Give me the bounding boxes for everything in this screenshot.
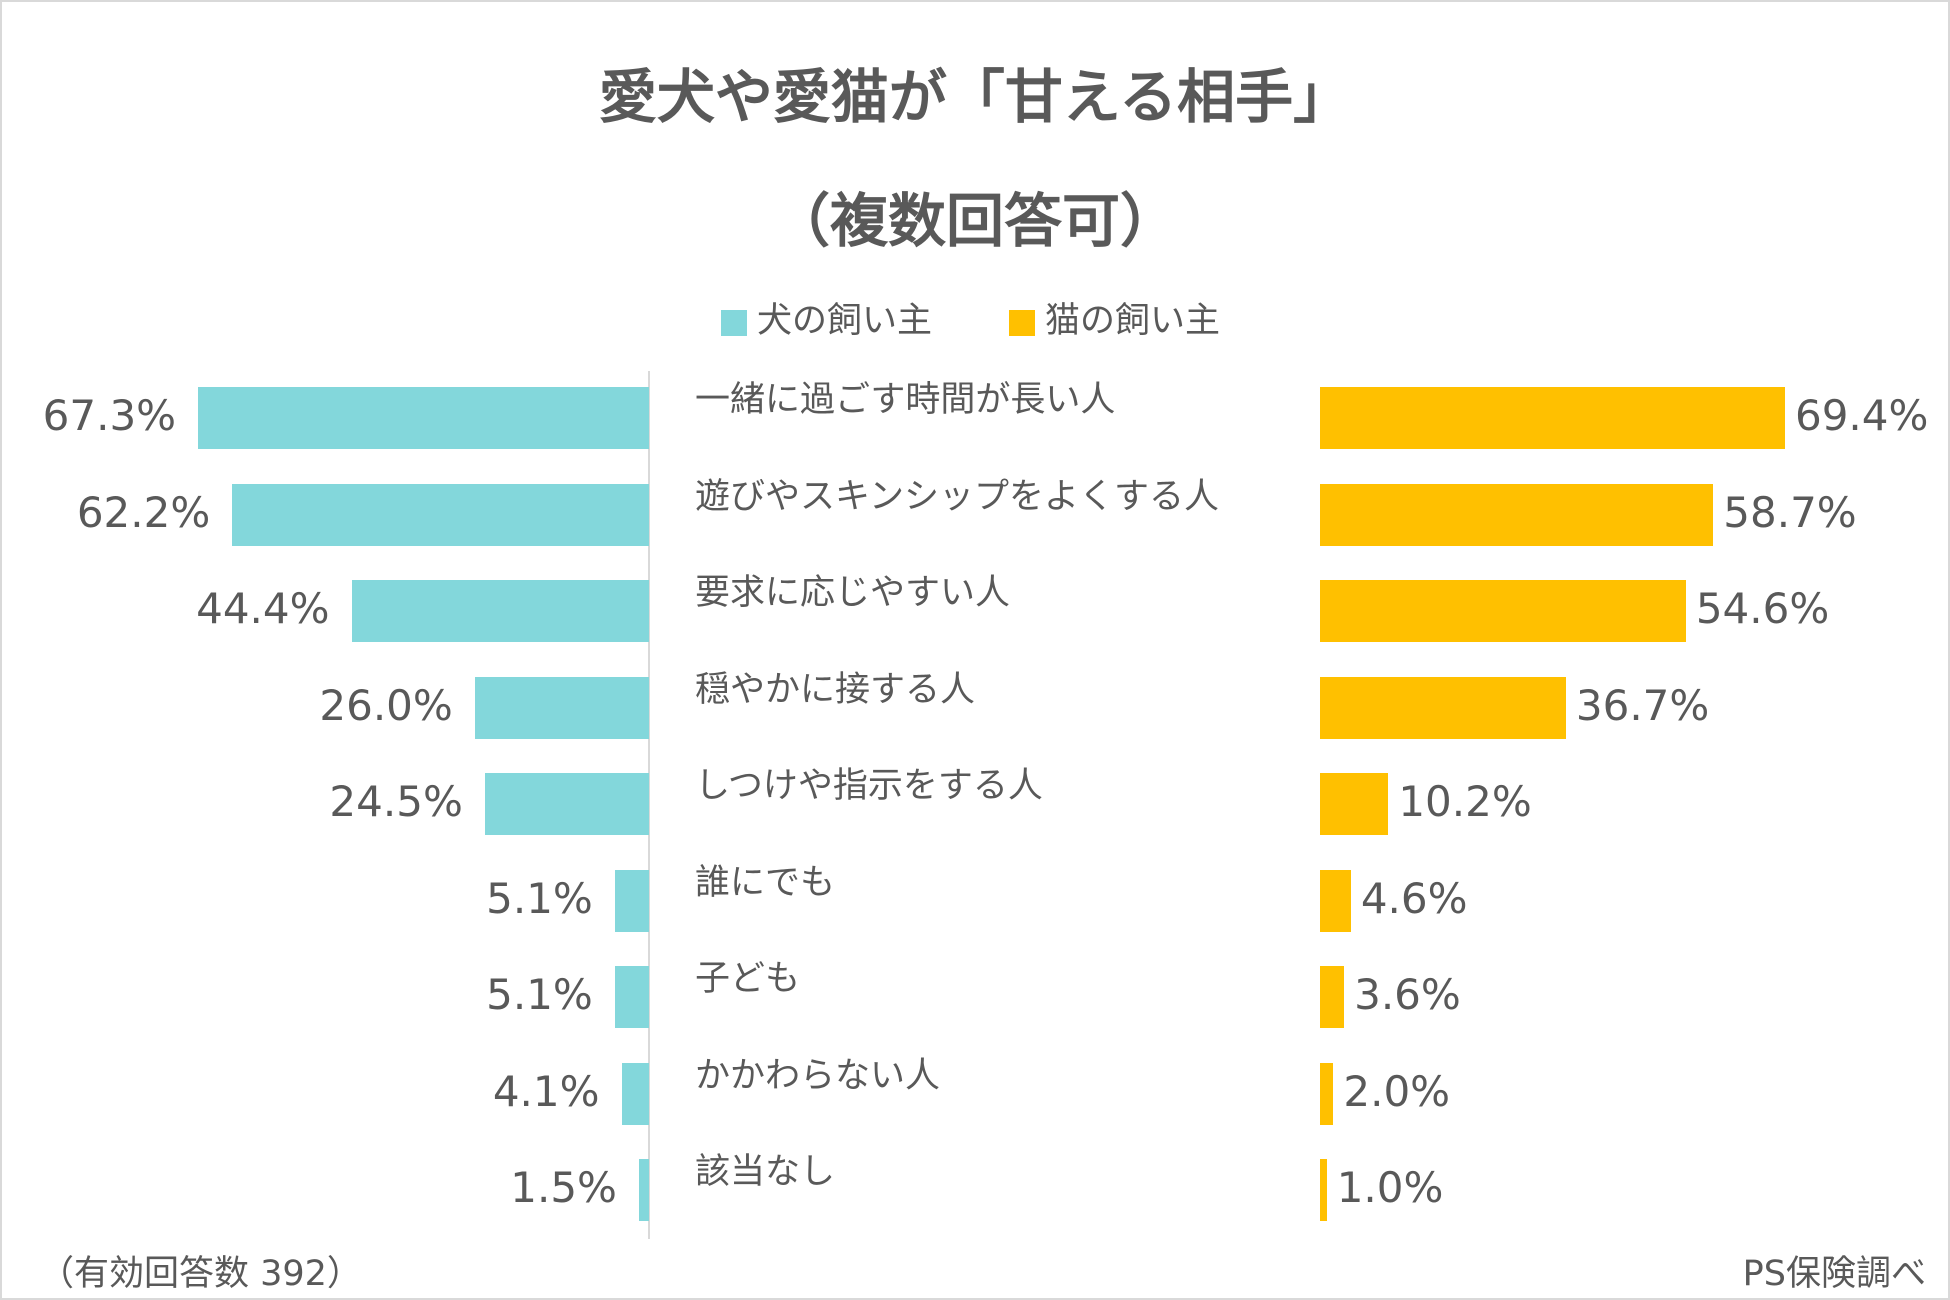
category-label: かかわらない人 <box>695 1055 941 1096</box>
value-label-cat: 36.7% <box>1575 680 1710 730</box>
bar-dog <box>484 773 649 835</box>
bar-dog <box>474 676 649 739</box>
bar-cat <box>1320 580 1686 642</box>
value-label-dog: 44.4% <box>196 584 330 633</box>
bar-dog <box>614 966 649 1028</box>
value-label-dog: 26.0% <box>319 680 453 730</box>
value-label-cat: 3.6% <box>1354 970 1461 1019</box>
bar-cat <box>1320 1062 1334 1125</box>
category-label: 遊びやスキンシップをよくする人 <box>695 476 1219 517</box>
bar-cat <box>1320 483 1714 546</box>
bar-cat <box>1320 1159 1327 1221</box>
legend-label-dog: 犬の飼い主 <box>757 301 933 341</box>
bar-cat <box>1320 966 1345 1028</box>
value-label-cat: 10.2% <box>1398 777 1532 826</box>
bar-dog <box>232 483 649 546</box>
category-label: 要求に応じやすい人 <box>695 573 1011 613</box>
legend-label-cat: 猫の飼い主 <box>1045 301 1221 341</box>
source-note: PS保険調べ <box>1742 1254 1926 1294</box>
category-label: 穏やかに接する人 <box>695 669 976 710</box>
bar-dog <box>198 387 649 449</box>
legend-item-dog: 犬の飼い主 <box>721 292 932 343</box>
bar-cat <box>1320 869 1351 932</box>
sample-size-note: （有効回答数 392） <box>39 1254 362 1294</box>
chart-title: 愛犬や愛猫が「甘える相手」 <box>598 63 1352 131</box>
bar-dog <box>621 1062 649 1125</box>
category-label: 該当なし <box>695 1152 836 1192</box>
bar-cat <box>1320 387 1785 449</box>
value-label-cat: 54.6% <box>1695 584 1830 633</box>
category-label: 一緒に過ごす時間が長い人 <box>695 380 1116 420</box>
value-label-cat: 1.0% <box>1336 1163 1444 1212</box>
legend-swatch-cat <box>1009 309 1035 336</box>
category-label: 誰にでも <box>695 862 836 903</box>
bar-dog <box>351 580 649 642</box>
value-label-cat: 58.7% <box>1723 487 1857 537</box>
value-label-dog: 62.2% <box>76 487 211 537</box>
category-label: 子ども <box>695 959 801 999</box>
value-label-dog: 1.5% <box>510 1163 617 1212</box>
value-label-dog: 4.1% <box>492 1066 600 1116</box>
legend-item-cat: 猫の飼い主 <box>1009 292 1220 343</box>
value-label-dog: 5.1% <box>486 970 593 1019</box>
value-label-cat: 4.6% <box>1360 873 1468 923</box>
value-label-cat: 69.4% <box>1794 391 1929 440</box>
value-label-dog: 67.3% <box>42 391 177 440</box>
category-label: しつけや指示をする人 <box>695 766 1043 806</box>
bar-cat <box>1320 676 1566 739</box>
center-divider <box>648 371 650 1239</box>
chart-subtitle: （複数回答可） <box>771 187 1178 255</box>
value-label-dog: 24.5% <box>329 777 463 826</box>
bar-dog <box>614 869 649 932</box>
value-label-cat: 2.0% <box>1343 1066 1451 1116</box>
bar-cat <box>1320 773 1389 835</box>
legend-swatch-dog <box>721 309 747 336</box>
bar-dog <box>638 1159 649 1221</box>
value-label-dog: 5.1% <box>486 873 593 923</box>
